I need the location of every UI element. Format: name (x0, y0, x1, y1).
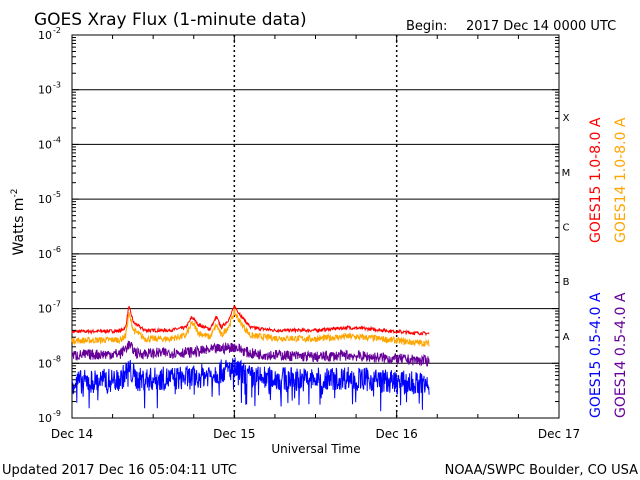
y-tick-label: 10 (38, 248, 52, 261)
y-axis-label: Watts m-2 (10, 189, 27, 256)
legend-entry: GOES14 1.0-8.0 A (613, 117, 629, 243)
x-ticks: Dec 14 Dec 15 Dec 16 Dec 17 (51, 35, 580, 441)
y-tick-label-exponent: -6 (53, 245, 61, 254)
x-tick-label: Dec 14 (51, 427, 93, 441)
credit-text: NOAA/SWPC Boulder, CO USA (445, 463, 638, 478)
updated-timestamp: Updated 2017 Dec 16 05:04:11 UTC (2, 463, 237, 478)
legend-entry: GOES14 0.5-4.0 A (613, 292, 629, 418)
y-ticks: 10-910-810-710-610-510-410-310-2 (38, 26, 559, 425)
y-tick-label: 10 (38, 138, 52, 151)
y-tick-label-exponent: -8 (53, 354, 61, 363)
series-group (71, 304, 430, 412)
y-tick-label: 10 (38, 357, 52, 370)
series-line (71, 340, 430, 367)
y-tick-label-exponent: -3 (53, 81, 61, 90)
y-tick-label-exponent: -4 (53, 135, 61, 144)
plot-frame (71, 34, 560, 419)
chart-title: GOES Xray Flux (1-minute data) (34, 10, 307, 30)
flare-class-label: B (563, 277, 570, 288)
x-axis-label: Universal Time (271, 442, 360, 456)
flare-class-label: X (563, 113, 570, 124)
y-tick-label: 10 (38, 29, 52, 42)
flare-class-label: C (563, 223, 570, 234)
series-line (71, 307, 430, 347)
legend-entry: GOES15 0.5-4.0 A (588, 292, 604, 418)
legend: GOES15 1.0-8.0 A GOES14 1.0-8.0 A GOES15 0… (588, 117, 629, 418)
x-tick-label: Dec 15 (213, 427, 255, 441)
begin-label: Begin: (406, 19, 447, 34)
series-line (71, 357, 430, 412)
series-line (71, 304, 430, 337)
flare-class-label: A (563, 332, 570, 343)
flare-class-labels: A B C M X (562, 113, 571, 343)
grid (72, 35, 559, 418)
x-tick-label: Dec 17 (538, 427, 580, 441)
y-tick-label-exponent: -5 (53, 190, 61, 199)
y-tick-label: 10 (38, 84, 52, 97)
y-tick-label: 10 (38, 193, 52, 206)
begin-value: 2017 Dec 14 0000 UTC (466, 19, 616, 34)
legend-entry: GOES15 1.0-8.0 A (588, 117, 604, 243)
y-tick-label-exponent: -7 (53, 300, 61, 309)
y-axis-label-exponent: -2 (10, 189, 20, 198)
y-tick-label-exponent: -9 (53, 409, 61, 418)
y-tick-label: 10 (38, 412, 52, 425)
x-tick-label: Dec 16 (376, 427, 418, 441)
flare-class-label: M (562, 168, 571, 179)
y-tick-label-exponent: -2 (53, 26, 61, 35)
y-tick-label: 10 (38, 303, 52, 316)
